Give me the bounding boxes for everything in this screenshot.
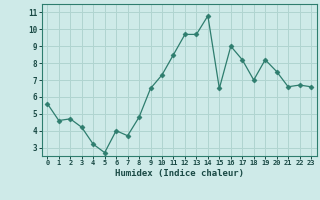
X-axis label: Humidex (Indice chaleur): Humidex (Indice chaleur) — [115, 169, 244, 178]
